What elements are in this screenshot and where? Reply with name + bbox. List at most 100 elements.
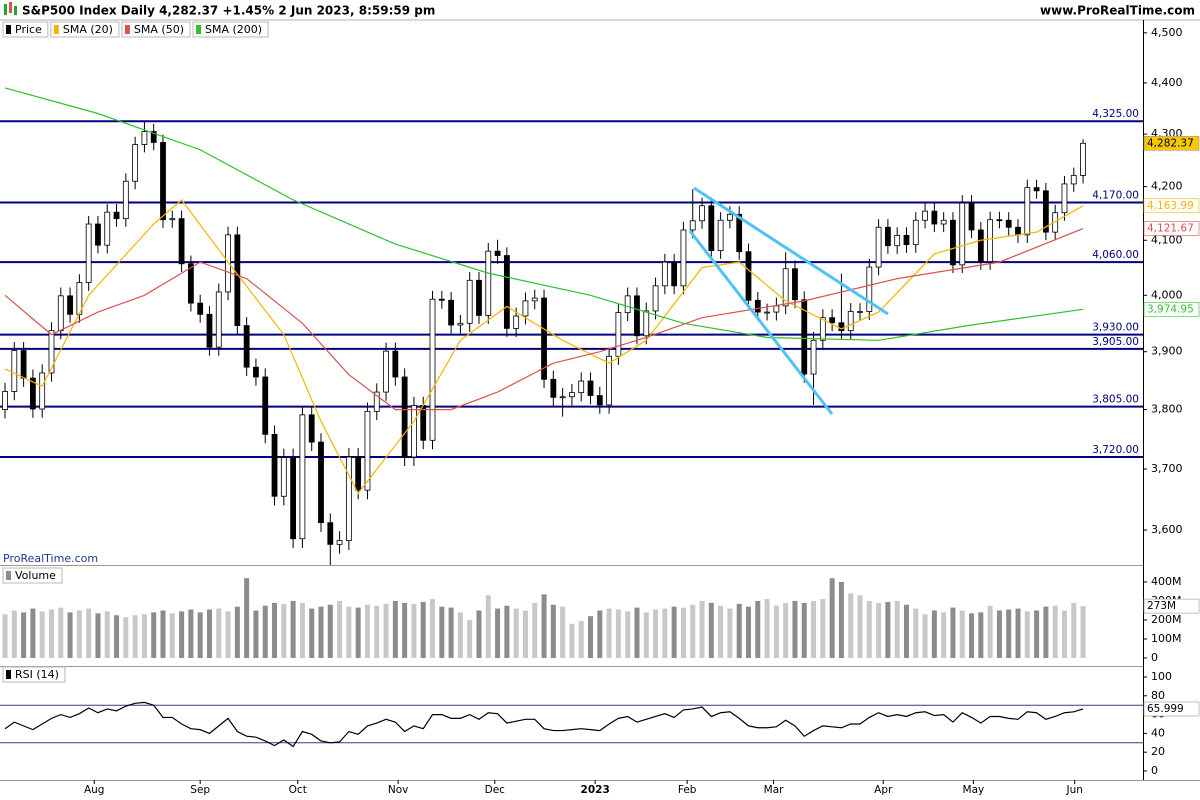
last-value-badge (1143, 221, 1200, 236)
volume-bar (1006, 609, 1012, 658)
candle-body (634, 295, 640, 337)
candle-body (1024, 187, 1031, 236)
legend-swatch (6, 571, 11, 580)
candle-body (1015, 226, 1021, 236)
volume-bar (959, 610, 965, 658)
volume-bar (755, 600, 761, 658)
candle-body (1080, 142, 1086, 176)
candle-body (85, 223, 92, 283)
candle-body (708, 205, 715, 252)
logo-candle (14, 6, 17, 15)
volume-bar (588, 616, 594, 658)
candle-body (884, 226, 891, 247)
price-panel: 4,325.00 4,170.00 4,060.00 3,930.00 3,905.00… (0, 87, 1143, 565)
y-tick-label: 3,700 (1151, 462, 1183, 475)
candle-body (699, 205, 705, 222)
candle-body (931, 210, 938, 225)
candle-body (494, 250, 501, 256)
header-bar (0, 0, 1200, 20)
x-tick-label: Apr (874, 784, 893, 796)
candle-body (1061, 183, 1068, 214)
candle-body (225, 234, 231, 293)
volume-bar (457, 612, 463, 658)
x-tick-label: Mar (764, 784, 784, 796)
candle-body (857, 311, 863, 313)
y-tick-label: 3,900 (1151, 345, 1183, 358)
volume-bar (866, 600, 872, 658)
y-tick-label: 4,400 (1151, 76, 1183, 89)
volume-bar (160, 610, 166, 658)
volume-bar (1015, 608, 1021, 658)
volume-bar (2, 614, 8, 658)
candle-body (1033, 187, 1040, 192)
volume-bar (1052, 605, 1058, 658)
candle-body (438, 298, 445, 301)
x-tick-label: Jun (1065, 784, 1082, 796)
volume-bar (476, 610, 482, 658)
source: www.ProRealTime.com (1040, 4, 1195, 18)
volume-bar (504, 605, 510, 658)
x-tick-label: Nov (388, 784, 409, 796)
candle-body (578, 380, 585, 394)
level-label: 3,720.00 (1092, 444, 1139, 456)
volume-bar (801, 602, 807, 658)
volume-bar (467, 619, 473, 658)
candle-body (541, 297, 547, 380)
volume-bar (411, 603, 417, 658)
volume-bar (913, 608, 919, 658)
legend-box (2, 21, 49, 38)
volume-bar (114, 615, 120, 658)
y-tick-label: 200M (1151, 613, 1182, 626)
y-tick-label: 0 (1151, 764, 1158, 777)
volume-bar (225, 611, 231, 658)
volume-bar (132, 615, 138, 658)
volume-bar (773, 605, 779, 658)
y-tick-label: 4,500 (1151, 26, 1183, 39)
candle-body (801, 299, 808, 375)
volume-bar (430, 599, 436, 658)
volume-bar (811, 600, 817, 658)
candle-body (559, 396, 566, 399)
candle-body (48, 330, 55, 374)
volume-bar (1034, 610, 1040, 658)
volume-bar (745, 606, 751, 658)
volume-bar (262, 605, 268, 658)
last-value-label: 4,121.67 (1147, 223, 1194, 235)
volume-bar (996, 610, 1002, 658)
volume-bar (941, 612, 947, 658)
volume-bar (151, 612, 157, 658)
volume-bar (234, 606, 240, 658)
candle-body (968, 202, 975, 231)
legend-box (2, 567, 63, 584)
volume-bar (309, 608, 315, 658)
legend-swatch (124, 25, 130, 34)
candle-body (847, 311, 854, 332)
candle-body (57, 295, 64, 332)
legend-swatch (53, 25, 59, 34)
level-label: 4,060.00 (1092, 249, 1139, 261)
last-value-label: 4,163.99 (1147, 200, 1194, 212)
volume-bar (11, 610, 17, 658)
y-tick-label: 4,000 (1151, 288, 1183, 301)
trendlines (688, 186, 889, 415)
volume-bar (253, 610, 259, 658)
candle-body (782, 268, 789, 307)
volume-bar (736, 603, 742, 658)
candle-body (652, 285, 659, 312)
volume-bar (67, 612, 73, 658)
candle-body (206, 313, 213, 348)
level-label: 4,325.00 (1092, 108, 1139, 120)
volume-bar (197, 612, 203, 658)
legend-box (50, 21, 120, 38)
y-tick-label: 0 (1151, 651, 1158, 664)
last-value-badge (1143, 701, 1200, 717)
volume-bar (978, 612, 984, 658)
volume-bar (653, 609, 659, 658)
volume-bar (792, 600, 798, 658)
y-tick-label: 400M (1151, 575, 1182, 588)
candle-body (596, 395, 603, 406)
candle-body (829, 317, 836, 324)
volume-bar (1071, 602, 1077, 658)
x-tick-label: Aug (84, 784, 105, 796)
